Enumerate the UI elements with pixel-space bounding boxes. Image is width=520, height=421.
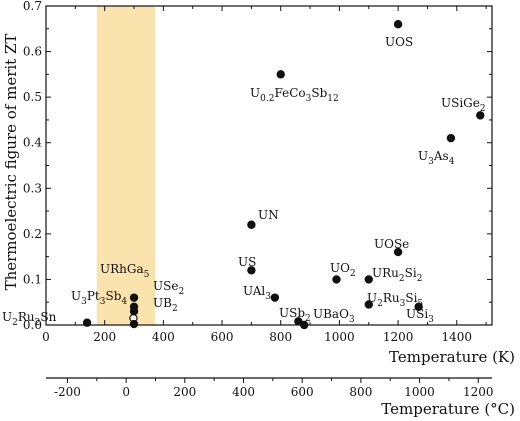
x-tick-label: 800 — [269, 330, 292, 344]
data-point — [393, 20, 403, 29]
y-tick-label: 0.3 — [23, 181, 42, 195]
data-point — [393, 247, 403, 257]
point-label: UN — [258, 208, 279, 222]
x2-tick-label: 0 — [122, 385, 130, 399]
data-point — [82, 318, 92, 327]
point-label: URhGa5 — [100, 262, 150, 280]
y-tick-label: 0.0 — [23, 318, 42, 332]
x2-tick-label: 600 — [291, 385, 314, 399]
data-point — [129, 293, 139, 302]
y-tick-label: 0.6 — [23, 45, 42, 59]
highlight-band — [96, 6, 156, 325]
data-point — [476, 111, 485, 120]
x-tick-label: 0 — [42, 330, 50, 344]
x-tick-label: 1200 — [383, 330, 414, 344]
data-point — [276, 70, 285, 79]
x2-tick-label: 200 — [173, 385, 196, 399]
x2-tick-label: 1200 — [463, 385, 494, 399]
point-label: UB2 — [153, 296, 178, 314]
data-point — [270, 293, 280, 302]
data-point — [300, 320, 309, 330]
point-label: USiGe2 — [441, 96, 486, 114]
data-point — [332, 275, 341, 284]
x2-tick-label: 1000 — [404, 385, 435, 399]
x-tick-label: 600 — [211, 330, 234, 344]
x-tick-label: 1000 — [324, 330, 355, 344]
point-label: URu2Si2 — [372, 266, 422, 284]
y-tick-label: 0.5 — [23, 90, 42, 104]
x-tick-label: 1400 — [442, 330, 473, 344]
point-label: UOSe — [374, 237, 409, 251]
point-label: UBaO3 — [313, 307, 355, 325]
point-label: U2Ru3Si5 — [367, 291, 423, 309]
y-tick-label: 0.7 — [23, 0, 42, 13]
data-point — [247, 220, 256, 229]
point-label: U3As4 — [418, 149, 455, 167]
x2-tick-label: 400 — [232, 385, 255, 399]
point-label: US — [238, 255, 256, 269]
data-point — [364, 300, 373, 309]
x2-axis-label: Temperature (°C) — [381, 400, 515, 418]
y-tick-label: 0.4 — [23, 136, 42, 150]
x-tick-label: 400 — [152, 330, 175, 344]
data-point — [129, 307, 139, 316]
point-label: U2Ru2Sn — [2, 310, 57, 328]
data-point — [364, 275, 373, 284]
y-axis-label: Thermoelectric figure of merit ZT — [2, 34, 20, 291]
data-point — [247, 266, 256, 275]
point-label: USb2 — [279, 306, 311, 324]
point-label: UO2 — [330, 261, 356, 279]
data-point — [446, 133, 456, 143]
y-tick-label: 0.1 — [23, 272, 42, 286]
point-label: USi3 — [406, 307, 434, 325]
point-label: U0.2FeCo3Sb12 — [250, 86, 339, 104]
x-axis-label: Temperature (K) — [389, 348, 515, 366]
x2-tick-label: 800 — [349, 385, 372, 399]
x-tick-label: 200 — [93, 330, 116, 344]
y-tick-label: 0.2 — [23, 227, 42, 241]
point-label: U3Pt3Sb4 — [71, 289, 127, 307]
point-label: UAl3 — [243, 284, 271, 302]
x2-tick-label: -200 — [54, 385, 81, 399]
point-label: USe2 — [153, 279, 184, 297]
point-label: UOS — [385, 35, 413, 49]
data-point — [294, 317, 303, 326]
data-point — [414, 302, 423, 311]
